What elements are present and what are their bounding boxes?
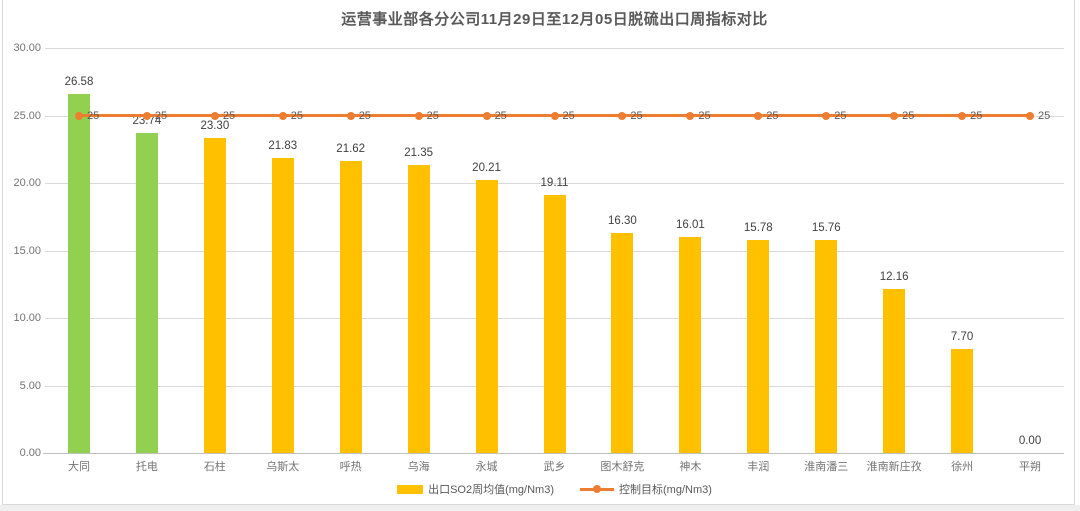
x-axis-category-label: 呼热 (339, 461, 362, 473)
y-axis-tick-label: 10.00 (13, 312, 41, 324)
x-axis-category-label: 乌斯太 (266, 461, 300, 473)
target-line-marker (346, 111, 355, 120)
bar-value-label: 12.16 (879, 270, 909, 283)
target-line-marker (618, 111, 627, 120)
bar-column (543, 195, 566, 453)
chart-frame-bottom-border (2, 504, 1075, 505)
target-value-label: 25 (902, 109, 915, 122)
y-axis-tick-label: 25.00 (13, 109, 41, 122)
target-value-label: 25 (698, 109, 711, 122)
y-axis-tick-label: 15.00 (13, 244, 41, 257)
target-value-label: 25 (630, 109, 643, 122)
legend-bar-series-label: 出口SO2周均值(mg/Nm3) (428, 484, 554, 496)
target-value-label: 25 (290, 109, 304, 122)
legend-item-bar-series: 出口SO2周均值(mg/Nm3) (397, 481, 554, 497)
target-value-label: 25 (1038, 109, 1051, 122)
x-axis-line (43, 453, 1064, 454)
bar-value-label: 0.00 (1018, 435, 1042, 447)
target-value-label: 25 (766, 109, 779, 122)
target-line-marker (74, 111, 83, 120)
bar-value-label: 15.76 (811, 222, 841, 235)
bar-value-label: 15.78 (743, 221, 773, 234)
y-axis-tick-label: 0.00 (19, 447, 41, 459)
target-line-marker (890, 111, 899, 120)
target-line-marker (278, 111, 287, 120)
target-value-label: 25 (358, 109, 371, 122)
bar-value-label: 21.35 (404, 146, 434, 159)
target-line-marker (210, 111, 219, 120)
x-axis-category-label: 乌海 (407, 461, 430, 473)
bar-column (407, 164, 430, 453)
target-value-label: 25 (834, 109, 847, 122)
target-line-marker (550, 111, 559, 120)
chart-title: 运营事业部各分公司11月29日至12月05日脱硫出口周指标对比 (341, 11, 768, 28)
target-line-marker (754, 111, 763, 120)
bar-column (271, 158, 294, 453)
legend-line-marker-icon (593, 485, 601, 493)
legend-line-swatch-icon (580, 485, 614, 494)
bar-value-label: 23.30 (200, 120, 230, 133)
target-line-marker (142, 111, 151, 120)
chart-legend: 出口SO2周均值(mg/Nm3) 控制目标(mg/Nm3) (45, 481, 1064, 497)
legend-line-series-label: 控制目标(mg/Nm3) (619, 484, 712, 496)
bar-value-label: 21.62 (336, 143, 366, 156)
bar-column (747, 239, 770, 453)
bar-column (339, 161, 362, 453)
target-line-marker (1026, 111, 1035, 120)
bar-column (815, 240, 838, 453)
bar-column (883, 288, 906, 453)
bar-column (679, 236, 702, 453)
x-axis-category-label: 淮南新庄孜 (866, 461, 922, 473)
target-value-label: 25 (86, 109, 100, 122)
x-axis-category-label: 丰润 (747, 461, 770, 473)
bar-column (611, 232, 634, 453)
target-value-label: 25 (154, 109, 168, 122)
x-axis-category-label: 武乡 (543, 461, 566, 473)
target-line-marker (822, 111, 831, 120)
gridline (45, 183, 1064, 184)
target-line-marker (958, 111, 967, 120)
legend-item-line-series: 控制目标(mg/Nm3) (580, 481, 712, 497)
target-value-label: 25 (970, 109, 983, 122)
x-axis-category-label: 淮南潘三 (804, 461, 849, 473)
bar-value-label: 20.21 (472, 162, 501, 175)
y-axis-tick-label: 5.00 (19, 379, 41, 392)
bar-value-label: 23.74 (132, 114, 162, 127)
target-value-label: 25 (222, 109, 236, 122)
chart-frame-left-border (2, 0, 3, 505)
x-axis-category-label: 徐州 (951, 461, 974, 473)
bar-value-label: 21.83 (268, 140, 298, 153)
x-axis-category-label: 神木 (679, 461, 702, 473)
y-axis-tick-label: 20.00 (13, 177, 41, 189)
gridline (45, 48, 1064, 49)
bar-column (67, 94, 90, 453)
bar-value-label: 7.70 (950, 331, 974, 344)
bar-value-label: 26.58 (64, 76, 94, 89)
target-value-label: 25 (562, 109, 575, 122)
target-line-marker (482, 111, 491, 120)
bar-column (203, 138, 226, 453)
chart-frame-right-border (1074, 0, 1075, 505)
target-value-label: 25 (426, 109, 439, 122)
target-line-marker (686, 111, 695, 120)
worksheet-background-strip (0, 505, 1080, 511)
x-axis-category-label: 大同 (67, 461, 90, 473)
bar-value-label: 16.30 (608, 214, 637, 227)
bar-column (951, 349, 974, 453)
target-line-marker (414, 111, 423, 120)
x-axis-category-label: 平朔 (1019, 461, 1042, 473)
x-axis-category-label: 永城 (475, 461, 498, 473)
bar-value-label: 16.01 (675, 218, 705, 231)
y-axis-tick-label: 30.00 (13, 42, 41, 54)
bar-column (135, 132, 158, 453)
target-value-label: 25 (494, 109, 507, 122)
x-axis-category-label: 石柱 (203, 461, 226, 473)
legend-bar-swatch-icon (397, 484, 424, 494)
bar-column (475, 180, 498, 453)
x-axis-category-label: 图木舒克 (600, 461, 645, 473)
x-axis-category-label: 托电 (135, 461, 158, 473)
bar-value-label: 19.11 (540, 177, 569, 189)
